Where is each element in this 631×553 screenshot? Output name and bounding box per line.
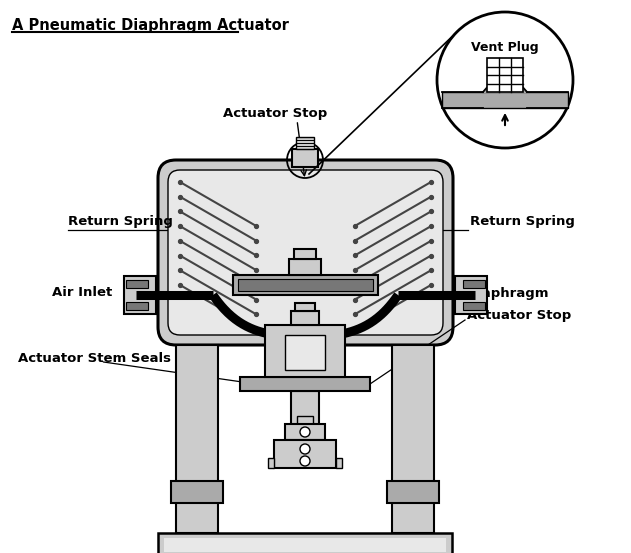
Bar <box>336 458 342 468</box>
FancyBboxPatch shape <box>168 170 443 335</box>
Bar <box>158 533 452 553</box>
Bar <box>285 335 325 370</box>
Bar <box>297 416 313 434</box>
Text: Vent Plug: Vent Plug <box>471 41 539 54</box>
Bar <box>171 481 223 503</box>
Circle shape <box>300 427 310 437</box>
Text: Return Spring: Return Spring <box>470 216 575 228</box>
Bar <box>442 92 568 108</box>
Bar <box>126 302 148 310</box>
Bar <box>126 280 148 288</box>
Bar <box>387 481 439 503</box>
Bar <box>265 325 345 377</box>
Circle shape <box>300 456 310 466</box>
Text: Diaphragm: Diaphragm <box>467 286 550 300</box>
Text: Air Inlet: Air Inlet <box>52 285 112 299</box>
Bar <box>274 440 336 468</box>
Bar <box>237 279 372 291</box>
Text: Actuator Stop: Actuator Stop <box>223 107 327 120</box>
Circle shape <box>437 12 573 148</box>
Bar <box>296 137 314 149</box>
FancyBboxPatch shape <box>158 160 453 345</box>
Text: Actuator Stop: Actuator Stop <box>467 309 571 321</box>
Bar <box>176 345 218 533</box>
Bar <box>291 311 319 325</box>
Bar <box>164 538 446 552</box>
Bar <box>124 276 156 314</box>
Bar <box>463 302 485 310</box>
Bar <box>455 276 487 314</box>
Bar <box>487 58 523 92</box>
Bar <box>291 391 319 432</box>
Bar <box>292 149 318 167</box>
Text: Return Spring: Return Spring <box>68 216 173 228</box>
Bar <box>285 424 325 440</box>
Bar <box>232 275 377 295</box>
Bar <box>392 345 434 533</box>
Bar <box>295 303 315 311</box>
Bar <box>463 280 485 288</box>
Bar <box>289 259 321 275</box>
Text: A Pneumatic Diaphragm Actuator: A Pneumatic Diaphragm Actuator <box>12 18 289 33</box>
Circle shape <box>300 444 310 454</box>
Bar <box>240 377 370 391</box>
Text: Actuator Stem Seals: Actuator Stem Seals <box>18 352 171 364</box>
Bar <box>268 458 274 468</box>
Bar <box>294 249 316 259</box>
